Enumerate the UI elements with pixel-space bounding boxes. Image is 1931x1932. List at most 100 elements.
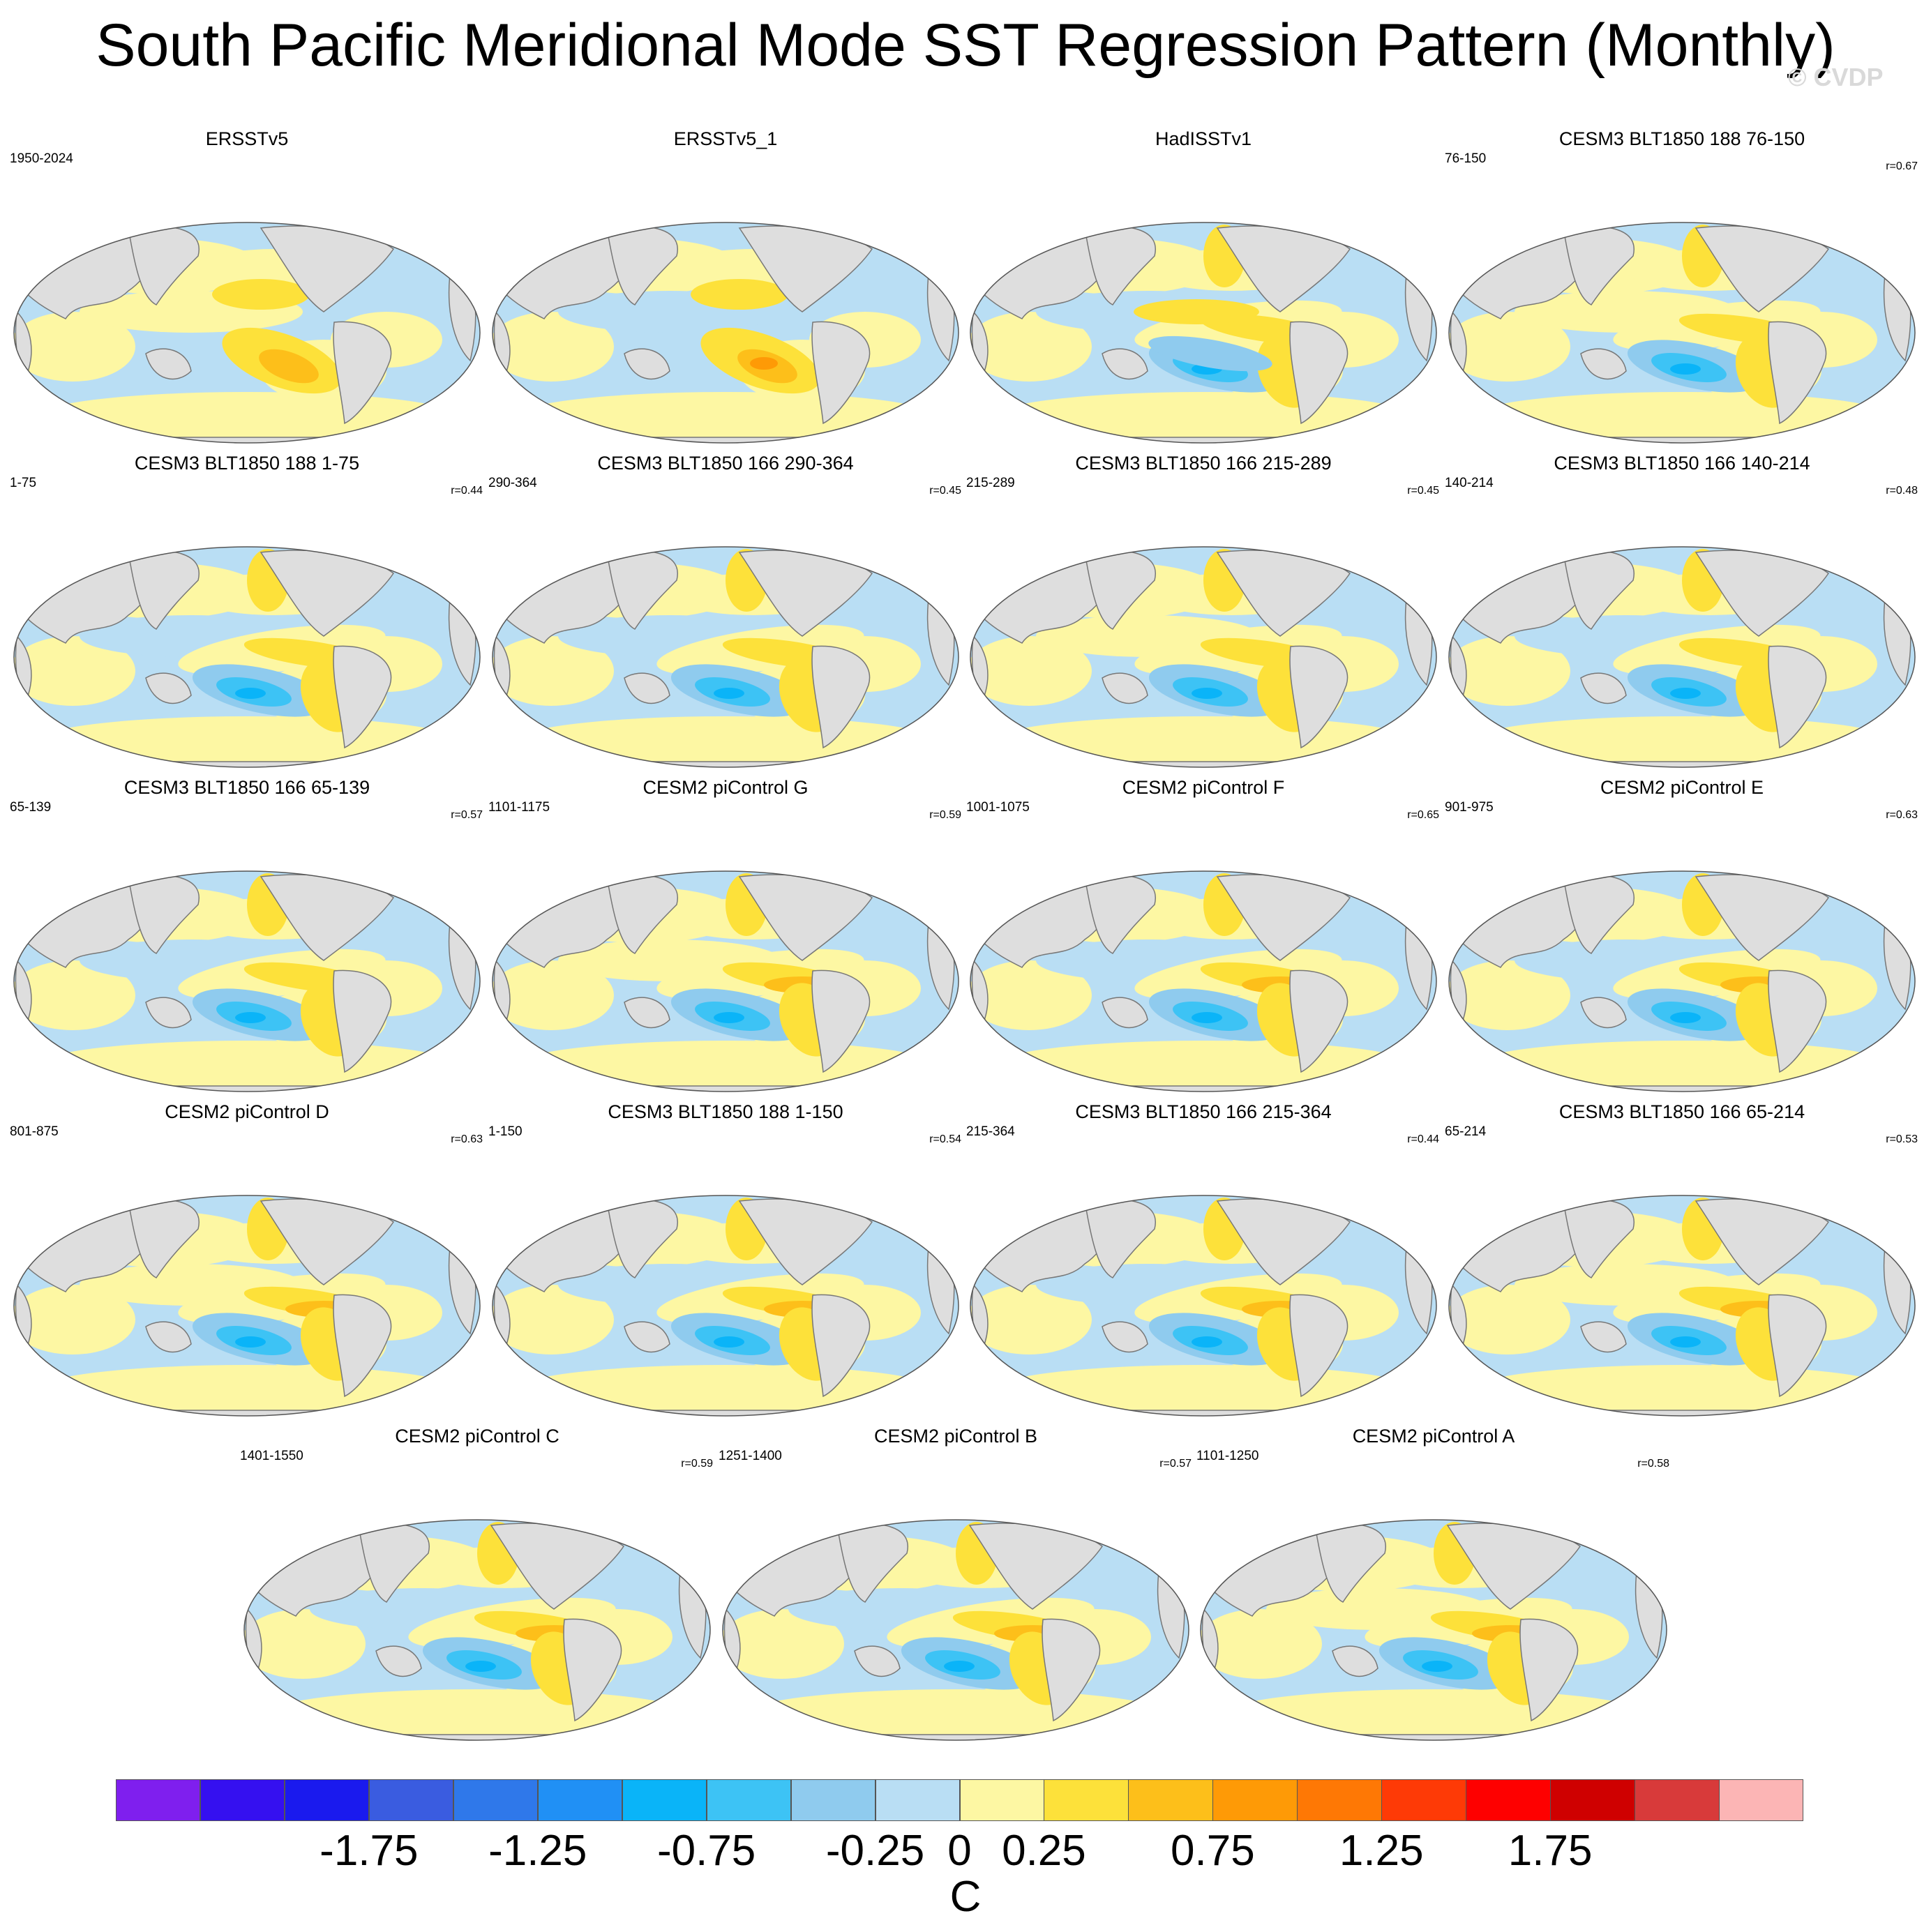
sst-anomaly-cold (714, 1012, 744, 1023)
panel-years: 1251-1400 (719, 1449, 782, 1463)
panel-title: CESM3 BLT1850 166 65-214 (1558, 1101, 1805, 1122)
map-outline (492, 546, 959, 768)
map-panel: ERSSTv5_1 (487, 128, 964, 448)
panel-correlation: r=0.44 (1407, 1133, 1439, 1145)
colorbar-box (1128, 1779, 1213, 1821)
land-mass (1102, 348, 1148, 380)
sst-anomaly-band (493, 960, 614, 1030)
map-panel: CESM3 BLT1850 188 1-75 1-75 r=0.44 (8, 452, 486, 773)
land-mass (1314, 1523, 1387, 1603)
sst-regression-map (1448, 1195, 1916, 1417)
colorbar-box (1719, 1779, 1804, 1821)
sst-regression-map (970, 546, 1437, 768)
sst-anomaly-band (970, 636, 1092, 706)
map-outline (13, 222, 481, 444)
panel-years: 1401-1550 (240, 1449, 303, 1463)
map-panel: CESM3 BLT1850 166 215-364 215-364 r=0.44 (965, 1101, 1442, 1421)
panel-correlation: r=0.59 (929, 809, 961, 821)
panel-years: 901-975 (1445, 800, 1494, 815)
panel-correlation: r=0.57 (1159, 1458, 1192, 1470)
colorbar-box (284, 1779, 370, 1821)
panel-correlation: r=0.53 (1886, 1133, 1918, 1145)
panel-correlation: r=0.58 (1637, 1458, 1669, 1470)
land-mass (1084, 550, 1157, 630)
panel-correlation: r=0.54 (929, 1133, 961, 1145)
land-mass (1084, 874, 1157, 954)
colorbar-tick-label: -1.75 (320, 1827, 419, 1875)
sst-anomaly-cold (1148, 335, 1272, 372)
sst-anomaly-band (1449, 312, 1570, 382)
sst-anomaly-cold (944, 1661, 975, 1672)
map-panel: CESM2 piControl B 1251-1400 r=0.57 (717, 1425, 1194, 1746)
sst-regression-map (492, 870, 959, 1092)
panel-correlation: r=0.59 (681, 1458, 713, 1470)
panel-correlation: r=0.45 (1407, 485, 1439, 497)
panel-title: ERSSTv5 (205, 128, 289, 149)
land-mass (1332, 1645, 1378, 1677)
sst-regression-map (492, 546, 959, 768)
land-mass (606, 550, 679, 630)
sst-anomaly-band (1473, 1041, 1891, 1089)
sst-anomaly-band (994, 716, 1413, 765)
land-mass (145, 348, 192, 380)
sst-anomaly-warm (1134, 299, 1259, 324)
panel-correlation: r=0.63 (451, 1133, 483, 1145)
map-outline (1448, 222, 1916, 444)
land-mass (606, 225, 679, 305)
land-mass (1102, 1321, 1148, 1353)
sst-anomaly-band (1449, 960, 1570, 1030)
land-mass (1563, 874, 1635, 954)
panel-title: CESM3 BLT1850 166 290-364 (597, 453, 854, 474)
panel-title: CESM3 BLT1850 166 140-214 (1554, 453, 1810, 474)
sst-regression-map (13, 222, 481, 444)
colorbar-tick-label: 1.75 (1508, 1827, 1593, 1875)
sst-anomaly-cold (235, 1336, 266, 1348)
panel-years: 65-139 (10, 800, 52, 815)
sst-anomaly-band (1201, 1609, 1322, 1679)
sst-anomaly-cold (235, 1012, 266, 1023)
sst-regression-map (13, 870, 481, 1092)
panel-title: CESM2 piControl F (1122, 777, 1285, 798)
land-mass (128, 1198, 200, 1278)
panel-title: HadISSTv1 (1155, 128, 1252, 149)
sst-anomaly-warm (212, 279, 310, 310)
map-outline (970, 1195, 1437, 1417)
colorbar-box (622, 1779, 707, 1821)
sst-anomaly-cold (714, 1336, 744, 1348)
land-mass (563, 1618, 622, 1722)
colorbar-tick-label: -1.25 (488, 1827, 587, 1875)
colorbar-box (875, 1779, 960, 1821)
colorbar-tick-label: 0.75 (1171, 1827, 1255, 1875)
sst-anomaly-band (516, 1041, 935, 1089)
sst-anomaly-band (516, 1365, 935, 1414)
panel-correlation: r=0.65 (1407, 809, 1439, 821)
panel-title: CESM3 BLT1850 166 215-289 (1075, 453, 1332, 474)
sst-anomaly-band (1449, 636, 1570, 706)
land-mass (145, 997, 192, 1029)
sst-anomaly-band (516, 716, 935, 765)
sst-anomaly-band (994, 1041, 1413, 1089)
sst-anomaly-cold (1192, 1336, 1222, 1348)
panel-years: 1950-2024 (10, 151, 73, 166)
land-mass (145, 1321, 192, 1353)
land-mass (358, 1523, 430, 1603)
sst-anomaly-band (970, 312, 1092, 382)
panel-years: 215-364 (966, 1124, 1015, 1139)
colorbar-box (368, 1779, 454, 1821)
land-mass (1042, 1618, 1101, 1722)
land-mass (811, 321, 871, 425)
map-outline (492, 1195, 959, 1417)
land-mass (1519, 1618, 1579, 1722)
map-outline (492, 222, 959, 444)
sst-anomaly-band (1473, 392, 1891, 441)
land-mass (811, 1294, 871, 1398)
panel-years: 290-364 (488, 476, 537, 490)
panel-correlation: r=0.48 (1886, 485, 1918, 497)
colorbar-box (1635, 1779, 1720, 1821)
sst-anomaly-band (14, 312, 135, 382)
colorbar-box (116, 1779, 201, 1821)
land-mass (128, 874, 200, 954)
sst-anomaly-band (493, 636, 614, 706)
sst-anomaly-band (38, 392, 456, 441)
colorbar-box (790, 1779, 876, 1821)
